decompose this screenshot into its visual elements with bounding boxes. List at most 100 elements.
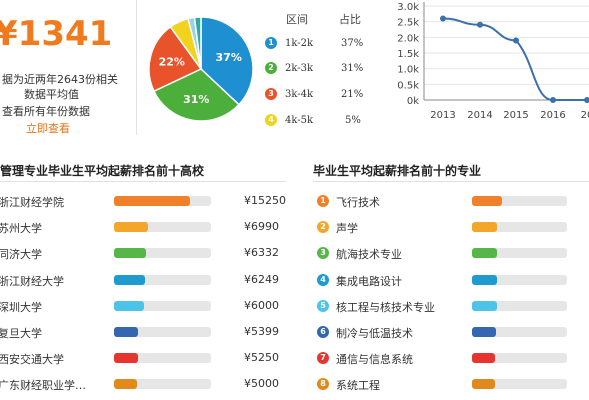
major-salary-bar-track [472, 327, 567, 337]
average-salary-value: ¥1341 [0, 14, 113, 54]
y-tick-label: 0k [407, 96, 419, 107]
major-rank-badge: 2 [317, 221, 329, 233]
major-salary-bar-track [472, 353, 567, 363]
data-point [584, 97, 589, 103]
major-name[interactable]: 制冷与低温技术 [336, 327, 413, 340]
y-tick-label: 3.0k [397, 2, 419, 13]
major-salary-bar-track [472, 275, 567, 285]
salary-bar-track [114, 248, 211, 258]
major-name[interactable]: 飞行技术 [336, 196, 380, 209]
data-point [440, 15, 446, 22]
school-name[interactable]: 同济大学 [0, 248, 42, 261]
major-salary-bar-track [472, 248, 567, 258]
major-salary-bar-fill [472, 353, 495, 363]
major-rank-badge: 8 [317, 378, 329, 390]
major-name[interactable]: 声学 [336, 222, 358, 235]
salary-bar-track [114, 275, 211, 285]
legend-header-pct: 占比 [339, 13, 361, 26]
legend-index-badge: 3 [265, 88, 277, 100]
majors-section-title: 毕业生平均起薪排名前十的专业 [313, 164, 482, 178]
major-name[interactable]: 集成电路设计 [336, 275, 402, 288]
major-salary-bar-fill [472, 327, 496, 337]
major-salary-bar-fill [472, 275, 497, 285]
major-rank-badge: 4 [317, 274, 329, 286]
school-name[interactable]: 广东财经职业学… [0, 379, 86, 392]
y-tick-label: 2.5k [397, 18, 419, 29]
legend-percentage: 5% [345, 115, 361, 126]
schools-title-underline [0, 181, 286, 182]
pie-slice [193, 16, 202, 70]
school-salary-value: ¥6332 [244, 246, 279, 259]
x-tick-label: 2013 [430, 110, 455, 121]
major-salary-bar-track [472, 222, 567, 232]
legend-index-badge: 2 [265, 62, 277, 74]
pie-slice [148, 25, 203, 93]
data-source-note: 据为近两年2643份相关 [2, 73, 118, 86]
major-name[interactable]: 航海技术专业 [336, 248, 402, 261]
school-name[interactable]: 浙江财经学院 [0, 196, 64, 209]
salary-bar-fill [114, 275, 145, 285]
x-tick-label: 2014 [467, 110, 492, 121]
data-source-note-2: 数据平均值 [24, 88, 79, 101]
school-salary-value: ¥6990 [244, 220, 279, 233]
pie-slice [152, 68, 240, 122]
school-name[interactable]: 浙江财经大学 [0, 275, 64, 288]
majors-title-underline [313, 181, 589, 182]
major-name[interactable]: 通信与信息系统 [336, 353, 413, 366]
major-salary-bar-fill [472, 196, 502, 206]
salary-bar-track [114, 327, 211, 337]
major-rank-badge: 1 [317, 195, 329, 207]
school-salary-value: ¥6249 [244, 273, 279, 286]
school-salary-value: ¥5250 [244, 351, 279, 364]
major-salary-bar-fill [472, 379, 495, 389]
legend-range: 1k-2k [285, 38, 314, 49]
legend-index-badge: 4 [265, 114, 277, 126]
x-tick-label: 20 [581, 110, 589, 121]
series-line [442, 17, 587, 101]
school-salary-value: ¥15250 [244, 194, 286, 207]
y-tick-label: 1.0k [397, 65, 419, 76]
major-rank-badge: 6 [317, 326, 329, 338]
major-name[interactable]: 系统工程 [336, 379, 380, 392]
school-salary-value: ¥5000 [244, 377, 279, 390]
salary-bar-fill [114, 301, 144, 311]
major-rank-badge: 3 [317, 247, 329, 259]
school-name[interactable]: 复旦大学 [0, 327, 42, 340]
legend-range: 3k-4k [285, 89, 314, 100]
data-point [513, 37, 519, 44]
school-salary-value: ¥6000 [244, 299, 279, 312]
legend-range: 2k-3k [285, 63, 314, 74]
y-tick-label: 0.5k [397, 80, 419, 91]
salary-bar-track [114, 222, 211, 232]
legend-index-badge: 1 [265, 37, 277, 49]
legend-percentage: 37% [341, 38, 364, 49]
salary-bar-fill [114, 196, 190, 206]
major-salary-bar-track [472, 379, 567, 389]
legend-percentage: 21% [341, 89, 364, 100]
salary-range-pie-chart: 37% 31% 22% [148, 16, 254, 122]
pie-slice-label: 37% [216, 51, 242, 64]
pie-slice-label: 22% [159, 56, 185, 69]
school-name[interactable]: 深圳大学 [0, 301, 42, 314]
data-point [477, 21, 483, 28]
salary-bar-fill [114, 379, 137, 389]
major-salary-bar-track [472, 301, 567, 311]
view-now-link[interactable]: 立即查看 [26, 122, 70, 135]
school-name[interactable]: 苏州大学 [0, 222, 42, 235]
major-salary-bar-fill [472, 301, 497, 311]
salary-bar-track [114, 379, 211, 389]
divider [136, 0, 137, 135]
x-tick-label: 2016 [540, 110, 565, 121]
salary-bar-fill [114, 248, 146, 258]
major-salary-bar-fill [472, 248, 497, 258]
all-years-note: 查看所有年份数据 [2, 105, 90, 118]
schools-section-title: 管理专业毕业生平均起薪排名前十高校 [0, 164, 205, 178]
y-tick-label: 2.0k [397, 33, 419, 44]
major-rank-badge: 5 [317, 300, 329, 312]
pie-slice [200, 16, 254, 106]
pie-slice-label: 31% [183, 93, 209, 106]
major-salary-bar-track [472, 196, 567, 206]
school-name[interactable]: 西安交通大学 [0, 353, 64, 366]
salary-bar-track [114, 196, 211, 206]
major-name[interactable]: 核工程与核技术专业 [336, 301, 435, 314]
